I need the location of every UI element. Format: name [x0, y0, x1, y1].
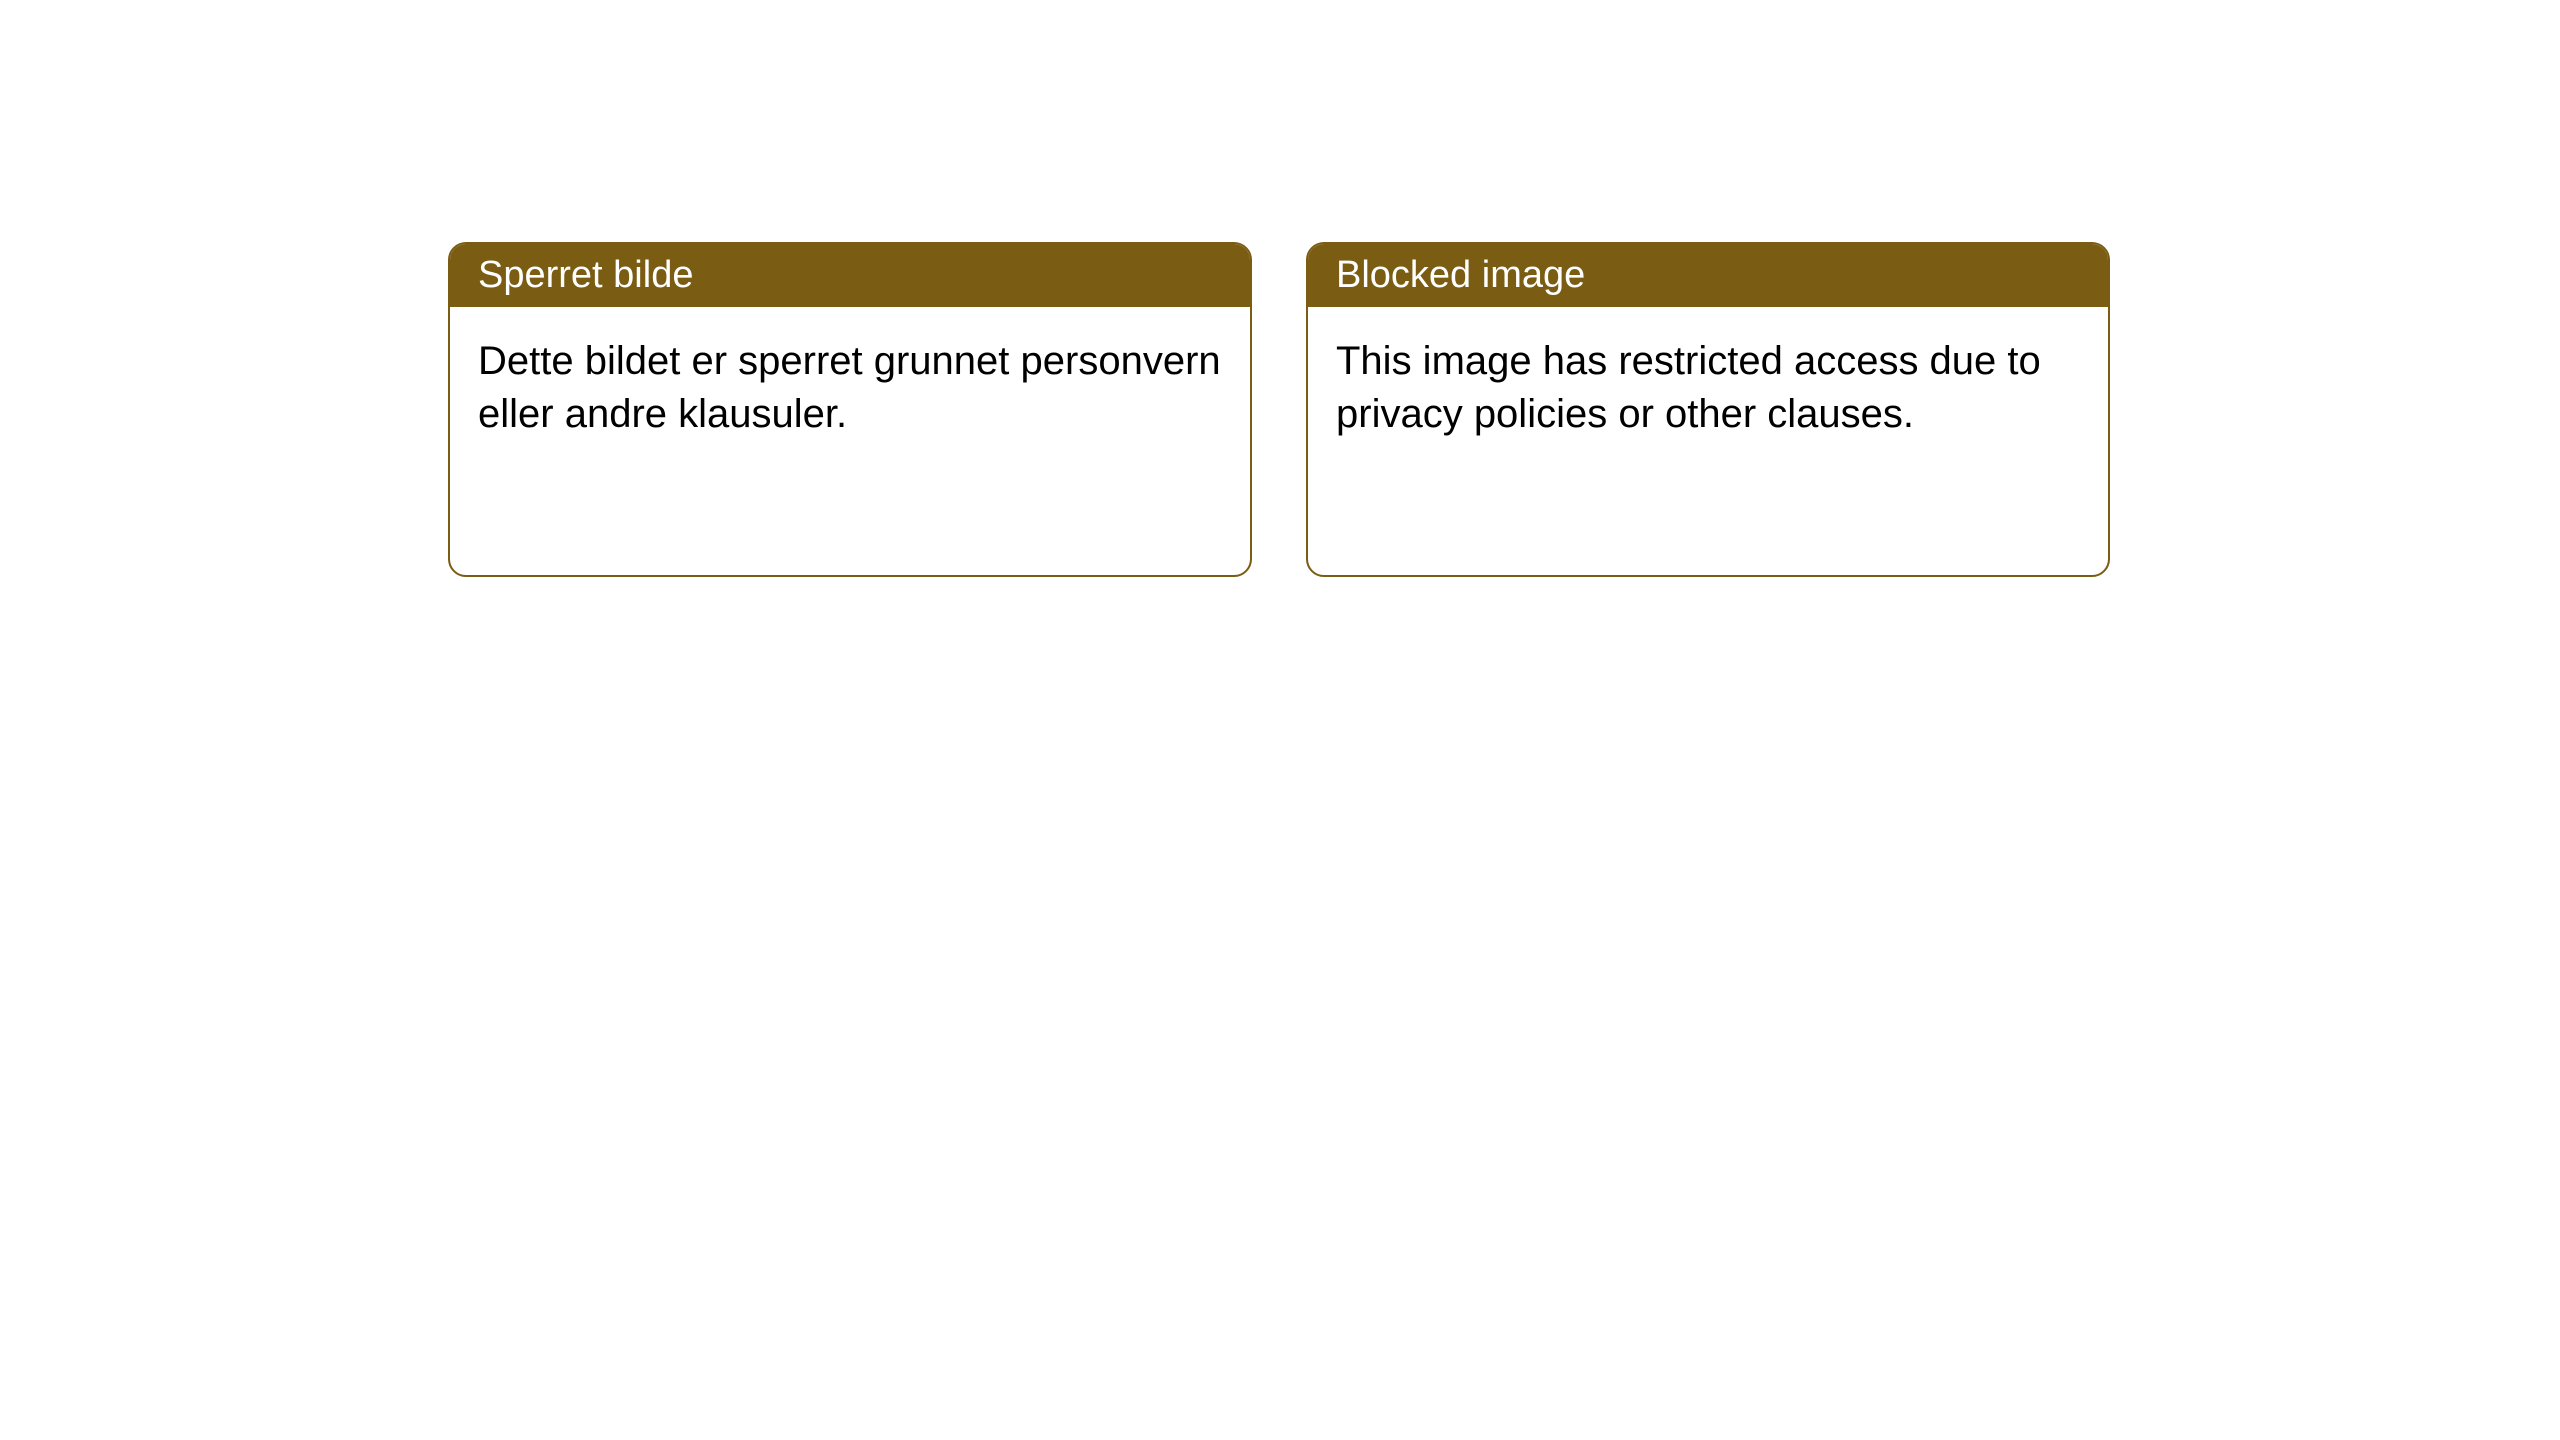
card-body-norwegian: Dette bildet er sperret grunnet personve… [450, 307, 1250, 469]
card-body-english: This image has restricted access due to … [1308, 307, 2108, 469]
notice-card-english: Blocked image This image has restricted … [1306, 242, 2110, 577]
card-header-english: Blocked image [1308, 244, 2108, 307]
card-header-norwegian: Sperret bilde [450, 244, 1250, 307]
notice-card-norwegian: Sperret bilde Dette bildet er sperret gr… [448, 242, 1252, 577]
notice-container: Sperret bilde Dette bildet er sperret gr… [0, 0, 2560, 577]
